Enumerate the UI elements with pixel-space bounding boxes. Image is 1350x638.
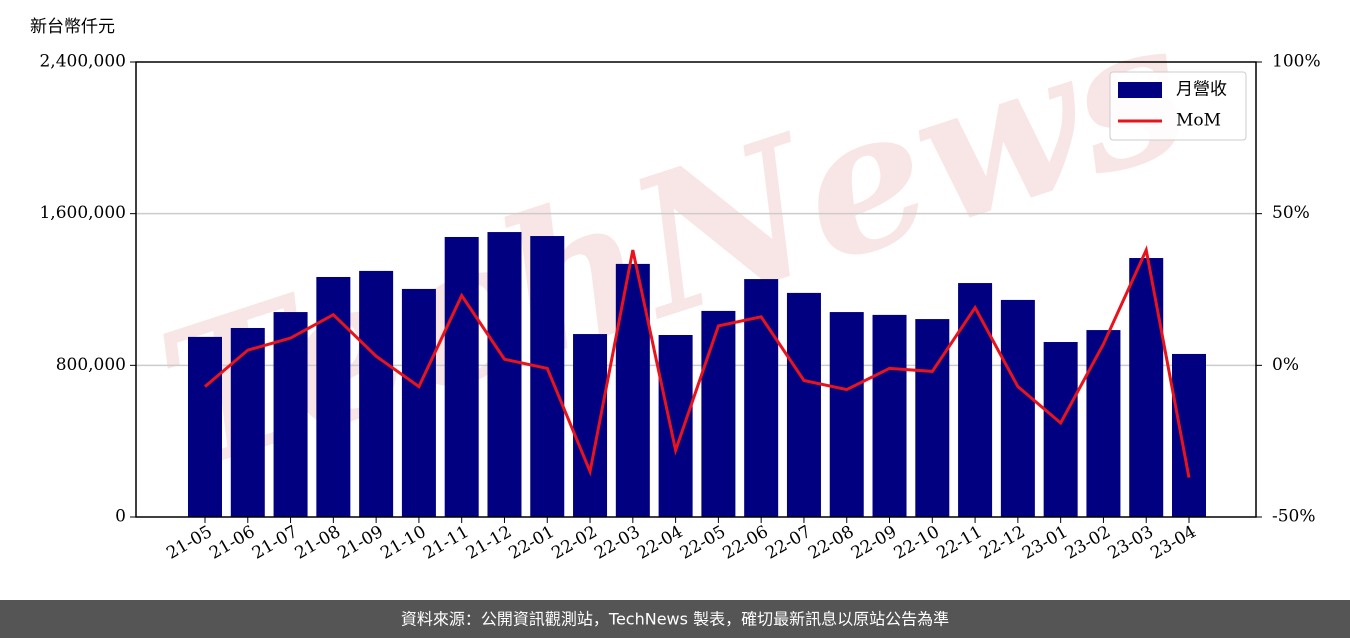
x-tick-label: 21-10 (377, 522, 429, 564)
bar (915, 319, 950, 517)
x-tick-label: 23-02 (1062, 522, 1114, 564)
legend-label: MoM (1176, 111, 1221, 131)
bar (188, 336, 222, 517)
legend-swatch (1118, 82, 1162, 98)
bar (872, 314, 907, 517)
y-tick-label: 2,400,000 (39, 52, 126, 72)
bar (444, 236, 479, 517)
x-tick-label: 21-12 (463, 522, 515, 564)
bar (1043, 342, 1078, 517)
x-tick-label: 22-11 (933, 522, 985, 564)
bar (786, 292, 821, 517)
x-tick-label: 23-03 (1105, 522, 1157, 564)
bar (1129, 258, 1164, 517)
y2-tick-label: 50% (1272, 203, 1310, 223)
bar (573, 334, 608, 517)
y2-tick-label: -50% (1272, 507, 1316, 527)
bar (487, 232, 522, 517)
bar (701, 310, 736, 517)
x-tick-label: 21-07 (249, 522, 301, 564)
bar (1000, 299, 1035, 517)
bar (230, 327, 265, 517)
y-tick-label: 800,000 (56, 355, 126, 375)
y2-tick-label: 100% (1272, 52, 1321, 72)
legend-label: 月營收 (1176, 80, 1227, 100)
bar (658, 335, 693, 517)
x-tick-label: 22-03 (591, 522, 643, 564)
bar (359, 270, 394, 517)
x-tick-label: 22-10 (891, 522, 943, 564)
x-tick-label: 21-08 (292, 522, 344, 564)
footer-bar (0, 600, 1350, 638)
x-tick-label: 21-11 (420, 522, 472, 564)
x-tick-label: 21-06 (206, 522, 258, 564)
x-tick-label: 22-01 (506, 522, 558, 564)
x-tick-label: 22-12 (976, 522, 1028, 564)
bar (1172, 353, 1206, 517)
bar (829, 312, 864, 517)
bar (316, 276, 351, 517)
x-tick-label: 21-05 (163, 522, 215, 564)
plot-frame (135, 61, 1257, 518)
bar (530, 236, 565, 517)
x-tick-label: 22-02 (548, 522, 600, 564)
y2-tick-label: 0% (1272, 355, 1299, 375)
bar (1086, 330, 1121, 517)
line (204, 245, 1191, 478)
bar (744, 279, 779, 517)
x-tick-label: 22-04 (634, 522, 686, 564)
x-tick-label: 22-07 (762, 522, 814, 564)
footer: 資料來源：公開資訊觀測站，TechNews 製表，確切最新訊息以原站公告為準 (401, 610, 949, 629)
bar (273, 312, 308, 517)
x-tick-label: 23-04 (1147, 522, 1199, 564)
bar (958, 283, 993, 517)
y-tick-label: 1,600,000 (39, 203, 126, 223)
x-tick-label: 22-09 (848, 522, 900, 564)
x-tick-label: 23-01 (1019, 522, 1071, 564)
x-tick-label: 22-05 (677, 522, 729, 564)
x-tick-label: 21-09 (334, 522, 386, 564)
y-tick-label: 0 (115, 507, 126, 527)
y-axis-label: 新台幣仟元 (30, 17, 115, 37)
x-tick-label: 22-08 (805, 522, 857, 564)
x-tick-label: 22-06 (719, 522, 771, 564)
bar (401, 288, 436, 517)
